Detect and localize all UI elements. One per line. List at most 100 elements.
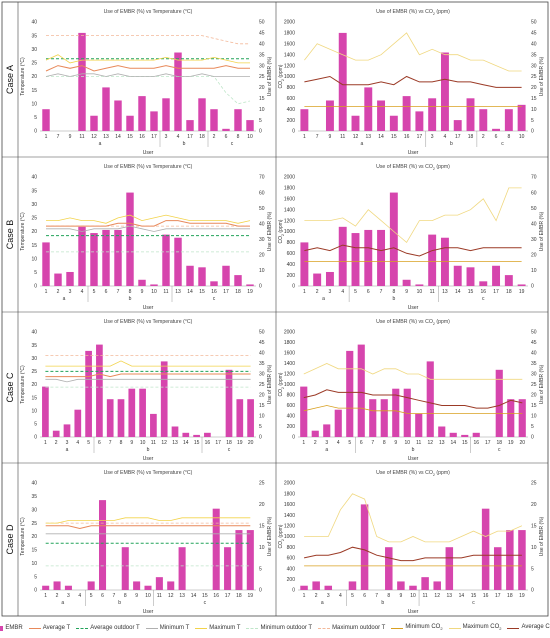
y2-tick-label: 30 [259,372,265,378]
series-line-avg-co2 [303,389,523,409]
x-tick-label: 10 [140,440,146,446]
case-label: Case C [5,372,15,403]
x-tick-label: 18 [507,593,513,599]
x-tick-label: 16 [473,440,479,446]
y2-tick-label: 45 [259,340,265,346]
x-tick-label: 1 [44,593,47,599]
embr-bar [198,267,206,286]
embr-bar [160,361,168,437]
embr-bar [364,229,373,286]
x-tick-label: 16 [205,440,211,446]
group-label: b [381,600,384,606]
x-tick-label: 8 [387,593,390,599]
embr-bar [167,581,175,590]
y-tick-label: 0 [292,129,295,135]
embr-bar [54,273,62,286]
y2-tick-label: 60 [531,190,537,196]
x-axis-title: User [143,305,154,311]
y-tick-label: 10 [31,101,37,107]
embr-bar [178,547,186,590]
embr-bar [78,32,86,131]
y-tick-label: 1400 [284,207,295,213]
y-tick-label: 1600 [284,351,295,357]
x-tick-label: 8 [129,289,132,295]
embr-bar [377,100,386,131]
y2-tick-label: 25 [531,481,537,487]
y2-tick-label: 45 [531,340,537,346]
y2-axis-title: Use of EMBR (%) [267,516,273,556]
series-line-min-out-t [46,76,251,105]
y2-tick-label: 25 [259,74,265,80]
embr-bar [402,96,411,131]
embr-bar [403,388,411,437]
y2-tick-label: 40 [531,42,537,48]
series-line-max-co2 [304,32,522,72]
series-line-avg-t [45,373,251,378]
x-tick-label: 3 [431,134,434,140]
y2-tick-label: 10 [531,414,537,420]
x-tick-label: 2 [482,134,485,140]
embr-bar [385,547,393,590]
group-label: c [498,447,501,453]
embr-bar [421,577,429,590]
y2-tick-label: 5 [531,424,534,430]
y-tick-label: 35 [31,494,37,500]
y-tick-label: 400 [287,262,296,268]
x-tick-label: 15 [462,440,468,446]
group-label: c [213,296,216,302]
embr-bar [517,104,526,131]
group-label: c [472,600,475,606]
y2-tick-label: 35 [259,52,265,58]
embr-bar [99,500,107,590]
embr-bar [346,350,354,437]
y2-tick-label: 40 [531,221,537,227]
embr-bar [518,399,526,437]
y-tick-label: 0 [292,435,295,441]
x-tick-label: 1 [45,289,48,295]
y2-tick-label: 20 [259,393,265,399]
embr-bar [235,530,243,590]
legend-item-avg-co2: Average CO2 [507,624,550,631]
x-tick-label: 11 [157,593,162,599]
y2-tick-label: 35 [531,52,537,58]
y2-tick-label: 5 [531,566,534,572]
x-tick-label: 9 [405,289,408,295]
group-label: a [360,141,363,147]
x-tick-label: 14 [450,440,456,446]
embr-bar [42,386,49,437]
embr-bar [338,32,347,131]
x-tick-label: 3 [165,134,168,140]
series-line-avg-co2 [304,75,522,88]
y2-axis-title: Use of EMBR (%) [539,516,545,556]
y-tick-label: 800 [287,545,296,551]
embr-bar [182,432,190,437]
embr-bar [155,577,163,590]
y-tick-label: 2000 [284,330,295,336]
embr-bar [438,426,446,437]
x-tick-label: 17 [485,440,491,446]
embr-bar [225,369,233,437]
x-axis-title: User [143,150,154,156]
embr-bar [144,585,152,590]
case-label: Case B [5,220,15,250]
x-tick-label: 14 [183,440,189,446]
embr-bar [364,87,373,131]
x-tick-label: 20 [248,440,254,446]
embr-bar [492,265,501,286]
y-tick-label: 400 [287,566,296,572]
y-tick-label: 30 [31,507,37,513]
embr-bar [492,128,501,131]
x-tick-label: 5 [87,440,90,446]
y-tick-label: 1400 [284,513,295,519]
x-tick-label: 15 [202,593,208,599]
group-label: a [63,296,66,302]
embr-bar [78,226,86,286]
embr-bar [162,98,170,131]
y2-tick-label: 10 [531,107,537,113]
x-tick-label: 7 [117,289,120,295]
x-tick-label: 14 [191,593,197,599]
x-tick-label: 6 [105,289,108,295]
y2-tick-label: 70 [531,175,537,181]
embr-bar [351,115,360,131]
y2-tick-label: 15 [259,403,265,409]
